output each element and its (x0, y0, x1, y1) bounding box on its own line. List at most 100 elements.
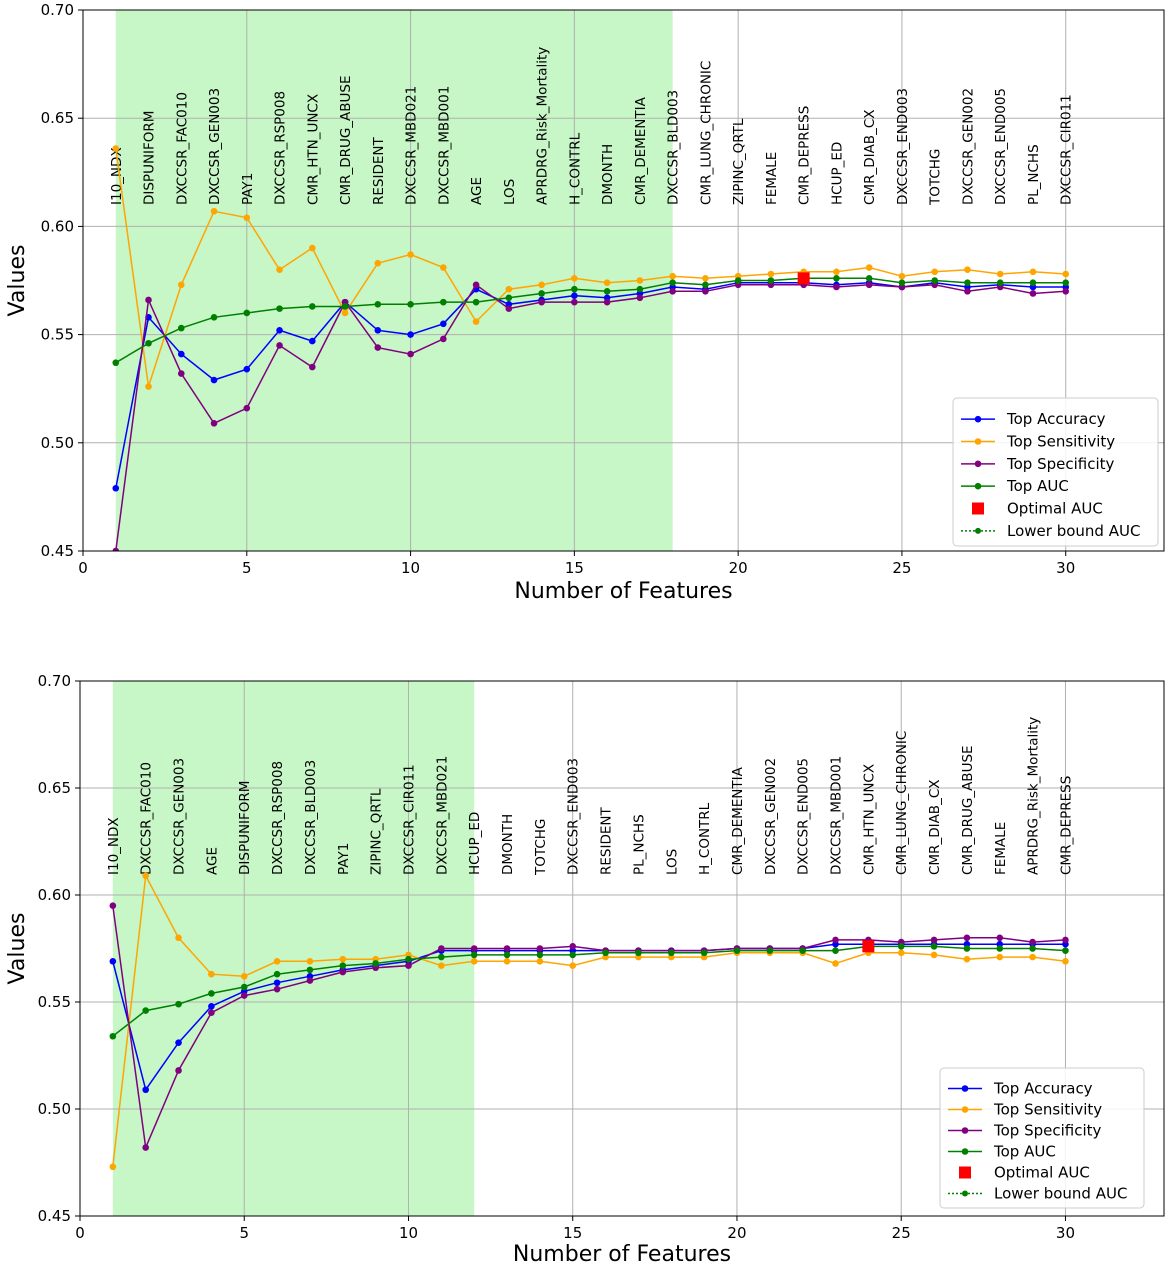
x-tick-label: 15 (563, 1224, 582, 1242)
data-point (177, 350, 185, 358)
feature-label: PL_NCHS (1026, 144, 1042, 205)
feature-label: LOS (502, 179, 518, 205)
data-point (569, 943, 577, 950)
data-point (1029, 953, 1036, 961)
y-tick-label: 0.70 (38, 672, 71, 690)
data-point (309, 244, 316, 252)
data-point (538, 290, 545, 297)
data-point (1029, 290, 1037, 297)
data-point (109, 1163, 117, 1171)
feature-label: DXCCSR_END003 (566, 758, 582, 875)
data-point (339, 955, 347, 963)
data-point (243, 214, 251, 222)
data-point (145, 296, 152, 304)
data-point (766, 947, 774, 954)
data-point (833, 268, 840, 276)
legend-swatch-marker (974, 415, 982, 423)
data-point (470, 945, 478, 952)
data-point (142, 1007, 149, 1014)
x-tick-label: 5 (239, 1224, 249, 1242)
data-point (702, 288, 709, 295)
data-point (571, 285, 578, 293)
data-point (799, 947, 806, 954)
chart-2: I10_NDX DXCCSR_FAC010 DXCCSR_GEN003 AGE DISP… (5, 672, 1165, 1266)
data-point (767, 277, 775, 284)
data-point (440, 335, 447, 343)
legend-label: Top AUC (1006, 477, 1069, 495)
legend-label: Top Specificity (1006, 455, 1115, 473)
data-point (1062, 936, 1069, 944)
data-point (833, 283, 840, 291)
data-point (438, 953, 445, 961)
data-point (438, 945, 445, 952)
feature-label: CMR_DIAB_CX (862, 109, 878, 205)
feature-label: CMR_DEMENTIA (730, 766, 746, 875)
data-point (276, 326, 283, 334)
feature-label: CMR_LUNG_CHRONIC (698, 61, 714, 205)
data-point (407, 251, 414, 258)
data-point (1062, 270, 1070, 278)
data-point (306, 966, 314, 974)
data-point (536, 945, 544, 952)
optimal-auc-marker (797, 272, 810, 285)
feature-label: CMR_DEMENTIA (633, 96, 649, 205)
data-point (897, 943, 905, 950)
data-point (243, 309, 251, 317)
data-point (210, 313, 218, 321)
legend-label: Lower bound AUC (1007, 522, 1140, 540)
feature-label: DISPUNIFORM (237, 781, 253, 875)
data-point (1029, 938, 1036, 946)
legend-swatch-marker (961, 1127, 969, 1134)
legend-label: Top Accuracy (1006, 410, 1106, 428)
data-point (177, 281, 185, 289)
data-point (832, 947, 839, 954)
data-point (175, 934, 182, 942)
data-point (175, 1039, 182, 1046)
data-point (603, 298, 611, 306)
feature-label: PL_NCHS (631, 814, 647, 875)
data-point (440, 320, 447, 328)
legend: Top Accuracy Top Sensitivity Top Specifici… (939, 1067, 1145, 1209)
data-point (832, 936, 839, 944)
data-point (175, 1000, 182, 1008)
data-point (142, 872, 149, 880)
feature-label: CMR_DEPRESS (797, 106, 813, 205)
data-point (1062, 958, 1069, 965)
data-point (1062, 947, 1069, 954)
data-point (142, 1086, 149, 1094)
data-point (374, 326, 382, 334)
data-point (372, 960, 379, 967)
data-point (1062, 279, 1070, 286)
data-point (964, 279, 971, 286)
data-point (210, 420, 218, 427)
legend-swatch-marker (974, 460, 982, 468)
data-point (273, 979, 281, 987)
data-point (930, 951, 938, 959)
feature-label: DXCCSR_GEN002 (763, 758, 779, 875)
data-point (243, 404, 251, 412)
data-point (571, 298, 578, 306)
selected-feature-region (115, 10, 673, 551)
data-point (374, 259, 382, 267)
x-tick-label: 10 (401, 559, 420, 577)
feature-label: DXCCSR_GEN003 (207, 88, 223, 205)
legend-box (939, 1067, 1145, 1209)
data-point (440, 298, 447, 306)
data-point (636, 285, 644, 293)
data-point (963, 955, 971, 963)
data-point (309, 363, 316, 371)
data-point (571, 292, 578, 299)
x-tick-label: 20 (729, 559, 748, 577)
data-point (177, 324, 185, 332)
data-point (700, 949, 708, 957)
feature-label: ZIPINC_QRTL (369, 788, 385, 875)
feature-label: RESIDENT (599, 807, 615, 875)
data-point (210, 376, 218, 384)
data-point (109, 902, 117, 909)
data-point (865, 281, 873, 289)
feature-label: DXCCSR_CIR011 (401, 764, 417, 875)
data-point (505, 294, 513, 302)
legend-label: Top Specificity (993, 1122, 1102, 1140)
data-point (109, 958, 117, 965)
data-point (602, 949, 609, 957)
